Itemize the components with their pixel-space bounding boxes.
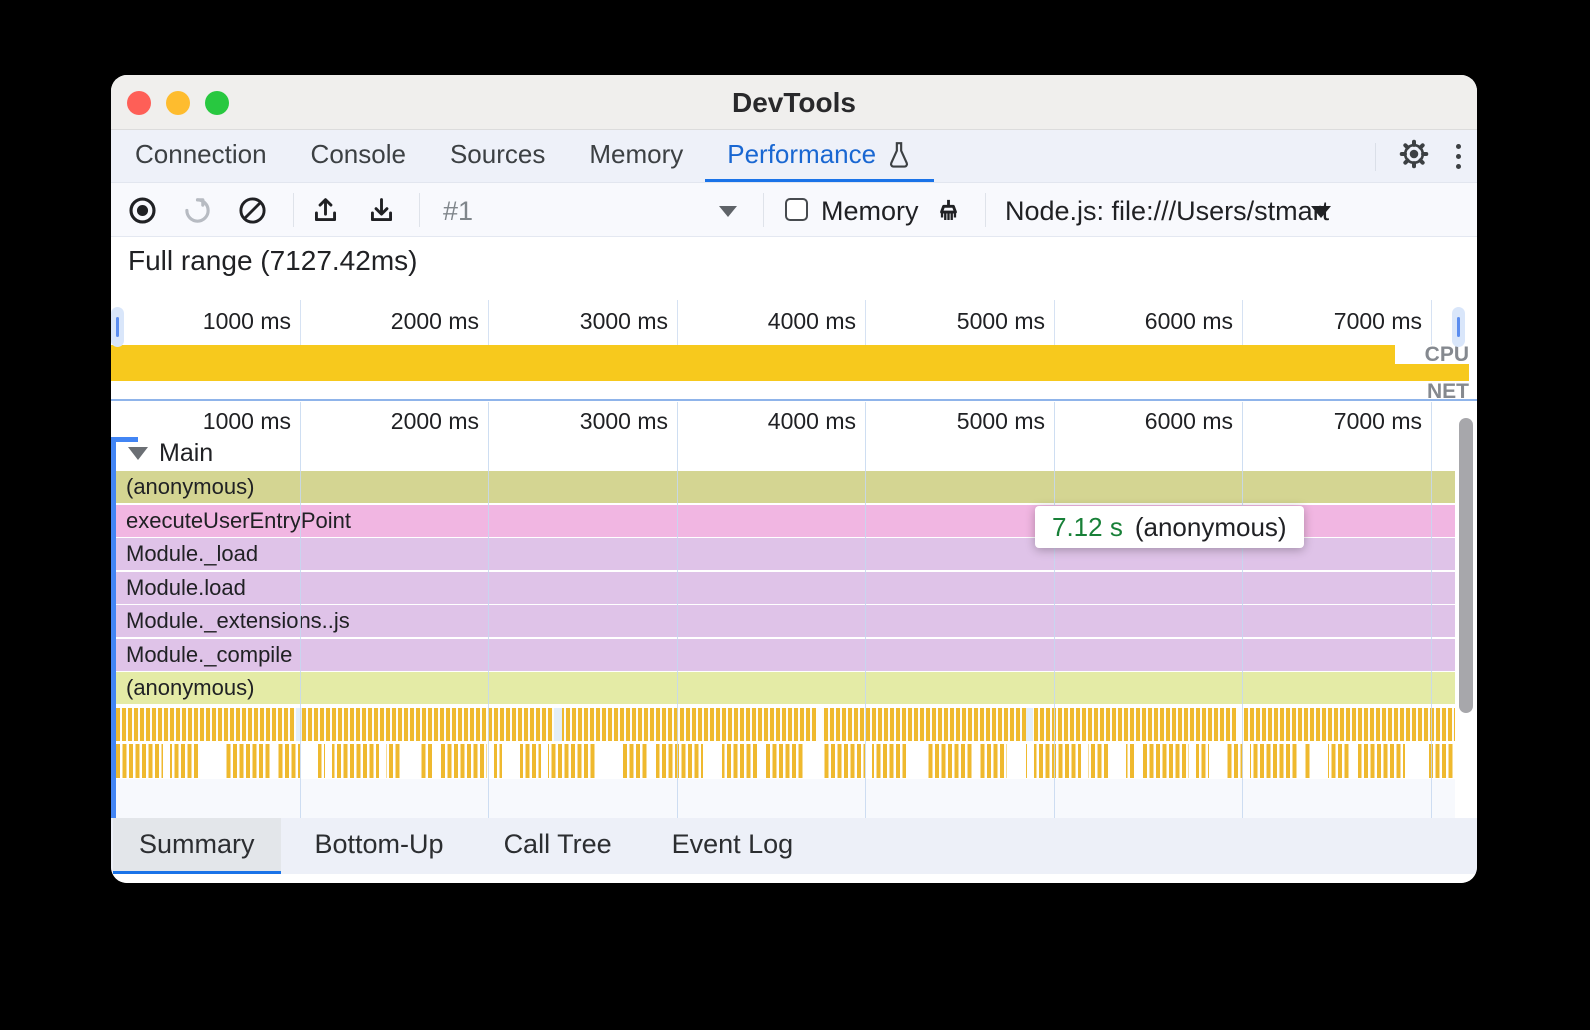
zoom-window-button[interactable] xyxy=(205,91,229,115)
record-icon[interactable] xyxy=(128,196,157,225)
tab-performance-label: Performance xyxy=(727,139,877,169)
tab-memory[interactable]: Memory xyxy=(589,139,684,169)
flame-ruler-tick: 4000 ms xyxy=(767,408,856,434)
track-select-marker xyxy=(111,437,116,818)
flame-chart[interactable]: 1000 ms 2000 ms 3000 ms 4000 ms 5000 ms … xyxy=(111,402,1477,818)
flame-micro-calls-band[interactable] xyxy=(116,744,1455,778)
net-activity-band xyxy=(111,381,1469,399)
overview-ruler-tick: 7000 ms xyxy=(1333,308,1422,334)
tab-console[interactable]: Console xyxy=(310,139,406,169)
overview-ruler-tick: 5000 ms xyxy=(956,308,1045,334)
vertical-scrollbar[interactable] xyxy=(1455,402,1477,818)
flame-row[interactable]: (anonymous) xyxy=(116,471,1455,503)
tab-event-log[interactable]: Event Log xyxy=(671,829,794,859)
flame-ruler-tick: 3000 ms xyxy=(579,408,668,434)
experiment-flask-icon xyxy=(886,141,912,169)
flame-ruler-tick: 5000 ms xyxy=(956,408,1045,434)
download-profile-icon[interactable] xyxy=(367,196,396,225)
flame-tooltip: 7.12 s (anonymous) xyxy=(1035,506,1304,548)
divider xyxy=(985,193,986,227)
flame-ruler-tick: 6000 ms xyxy=(1144,408,1233,434)
range-handle-left[interactable] xyxy=(111,307,124,347)
flame-ruler-tick: 2000 ms xyxy=(390,408,479,434)
collect-garbage-icon[interactable] xyxy=(933,196,962,225)
overview-ruler-tick: 3000 ms xyxy=(579,308,668,334)
overview-ruler-tick: 2000 ms xyxy=(390,308,479,334)
target-selector[interactable]: Node.js: file:///Users/stmart xyxy=(1005,196,1330,226)
overview-ruler-tick: 6000 ms xyxy=(1144,308,1233,334)
tab-connection[interactable]: Connection xyxy=(135,139,267,169)
target-selector-caret-icon[interactable] xyxy=(1311,206,1331,218)
overview-bottom-border xyxy=(111,399,1477,401)
kebab-menu-icon[interactable] xyxy=(1452,140,1465,173)
devtools-window: DevTools Connection Console Sources Memo… xyxy=(111,75,1477,883)
details-pane xyxy=(111,874,1477,883)
history-select-caret-icon[interactable] xyxy=(719,206,737,217)
close-window-button[interactable] xyxy=(127,91,151,115)
full-range-label: Full range (7127.42ms) xyxy=(128,245,418,276)
tab-summary[interactable]: Summary xyxy=(113,818,281,874)
flame-ruler-tick: 1000 ms xyxy=(202,408,291,434)
main-track-header[interactable]: Main xyxy=(111,437,1477,470)
cpu-band-label: CPU xyxy=(1395,344,1469,365)
flame-row[interactable]: Module._compile xyxy=(116,638,1455,671)
flame-ruler-tick: 7000 ms xyxy=(1333,408,1422,434)
flame-micro-calls-band[interactable] xyxy=(116,708,1455,741)
details-tabbar: Summary Bottom-Up Call Tree Event Log xyxy=(111,818,1477,874)
flame-row[interactable]: (anonymous) xyxy=(116,672,1455,705)
overview-ruler-tick: 4000 ms xyxy=(767,308,856,334)
collapse-triangle-icon[interactable] xyxy=(128,447,148,460)
reload-icon[interactable] xyxy=(183,196,212,225)
clear-icon[interactable] xyxy=(238,196,267,225)
tab-performance[interactable]: Performance xyxy=(705,130,935,182)
tabbar-right-controls xyxy=(1375,130,1465,183)
memory-checkbox-label[interactable]: Memory xyxy=(821,196,919,226)
main-track-label: Main xyxy=(159,439,214,467)
divider xyxy=(1375,142,1376,171)
overview-ruler-tick: 1000 ms xyxy=(202,308,291,334)
memory-checkbox[interactable] xyxy=(785,198,808,221)
cpu-activity-band xyxy=(111,345,1469,381)
titlebar: DevTools xyxy=(111,75,1477,130)
tab-sources[interactable]: Sources xyxy=(449,139,546,169)
flame-row[interactable]: Module.load xyxy=(116,571,1455,604)
flame-empty-area xyxy=(111,779,1477,818)
history-select[interactable]: #1 xyxy=(443,196,474,226)
flame-row[interactable]: Module._extensions..js xyxy=(116,605,1455,638)
scrollbar-thumb[interactable] xyxy=(1459,418,1473,713)
divider xyxy=(419,193,420,227)
divider xyxy=(763,193,764,227)
performance-toolbar: #1 Memory Node.js: file:///Users/stmart xyxy=(111,183,1477,237)
window-title: DevTools xyxy=(732,87,856,118)
tooltip-duration: 7.12 s xyxy=(1052,511,1123,542)
timeline-overview[interactable]: 1000 ms 2000 ms 3000 ms 4000 ms 5000 ms … xyxy=(111,300,1477,403)
range-handle-right[interactable] xyxy=(1452,307,1465,347)
track-select-marker xyxy=(111,437,138,442)
minimize-window-button[interactable] xyxy=(166,91,190,115)
tab-bottom-up[interactable]: Bottom-Up xyxy=(314,829,444,859)
panel-tabbar: Connection Console Sources Memory Perfor… xyxy=(111,130,1477,183)
tab-call-tree[interactable]: Call Tree xyxy=(503,829,612,859)
tooltip-label: (anonymous) xyxy=(1134,511,1287,542)
upload-profile-icon[interactable] xyxy=(311,196,340,225)
divider xyxy=(293,193,294,227)
gear-icon[interactable] xyxy=(1398,138,1430,175)
net-band-label: NET xyxy=(1427,380,1469,403)
